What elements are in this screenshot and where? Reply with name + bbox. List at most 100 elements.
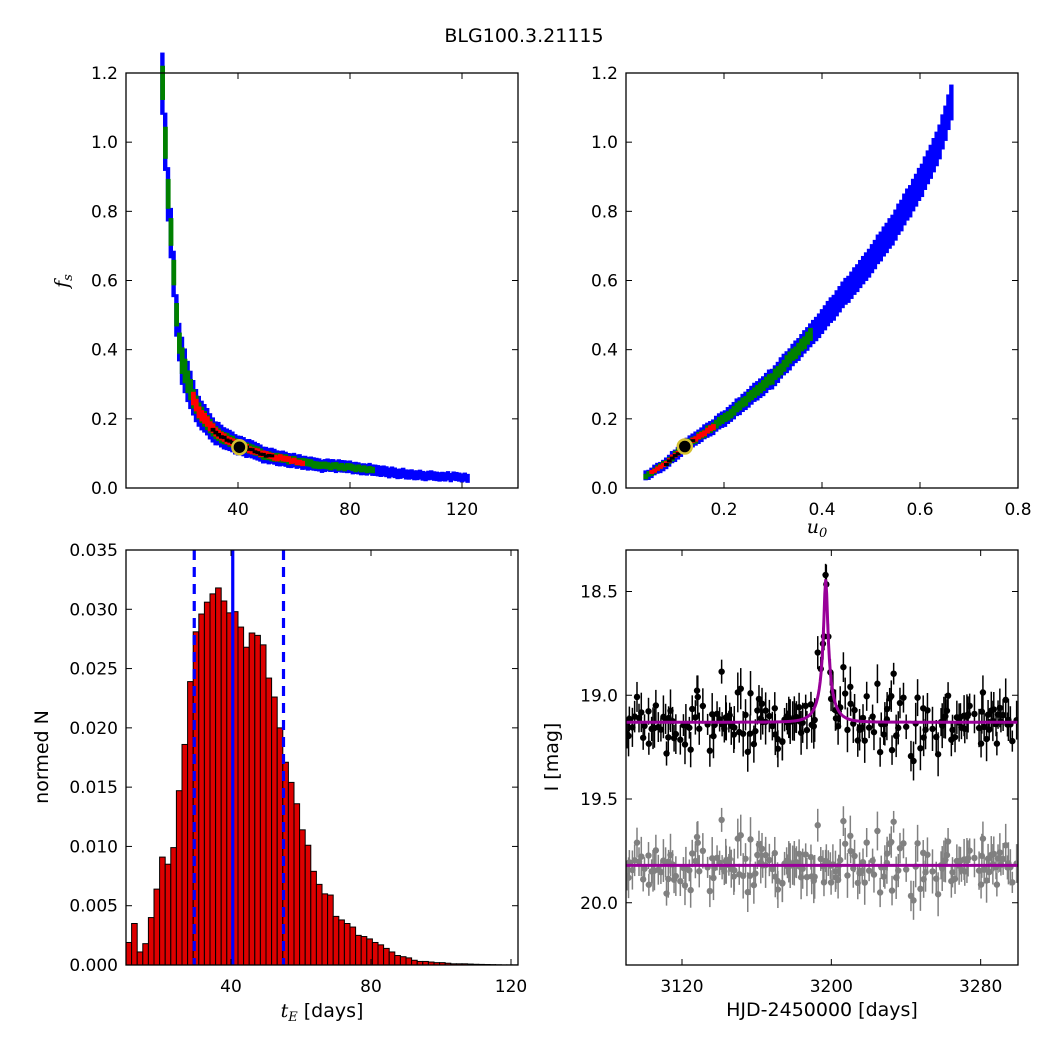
data-point (686, 724, 693, 731)
histogram-bar (237, 626, 245, 966)
density-cell-outer (813, 316, 819, 342)
density-cell-middle (303, 458, 308, 467)
histogram-bar (343, 923, 351, 966)
density-cell-outer (905, 188, 910, 221)
panel-light-curve-frame (625, 549, 1019, 966)
residual-point (665, 875, 672, 883)
density-cell-inner (711, 424, 716, 431)
residual-point (677, 877, 684, 885)
density-cell-outer (810, 319, 816, 345)
density-cell-outer (869, 244, 875, 274)
residual-point (924, 851, 931, 858)
density-cell-outer (916, 167, 922, 201)
histogram-bar (220, 600, 228, 966)
residual-point (737, 832, 744, 839)
density-cell-middle (353, 465, 359, 473)
density-cell-middle (781, 359, 787, 372)
panel-tE-histogram: 40 80 120 0.000 0.005 0.010 0.015 0.020 0.025 0.0… (31, 541, 527, 1025)
data-point (747, 690, 754, 697)
data-point (737, 685, 744, 692)
residual-point (847, 832, 854, 840)
density-cell-core (247, 447, 252, 451)
data-point (687, 746, 694, 753)
density-cell-middle (755, 385, 760, 396)
residual-point (633, 839, 641, 846)
data-point (742, 711, 749, 719)
density-cell-inner (207, 421, 213, 432)
data-point (874, 680, 881, 687)
density-cell-core (219, 435, 224, 439)
histogram-bar (136, 951, 144, 966)
density-cell-middle (177, 332, 182, 354)
residual-point (851, 852, 858, 860)
density-cell-outer (381, 465, 386, 477)
data-point (966, 702, 973, 710)
y-tick-label: 0.8 (91, 202, 118, 222)
residual-point (883, 850, 891, 857)
data-point (1002, 696, 1009, 704)
density-cell-middle (746, 391, 752, 403)
residual-point (977, 881, 985, 888)
y-tick-label: 0.0 (591, 479, 618, 499)
residual-point (739, 872, 747, 880)
residual-point (837, 856, 844, 864)
density-cell-core (227, 439, 233, 443)
density-cell-middle (188, 379, 193, 401)
density-cell-outer (384, 466, 389, 478)
residual-point (762, 851, 769, 859)
histogram-bar (310, 870, 317, 966)
y-tick-label: 0.4 (591, 341, 618, 361)
density-cell-middle (713, 419, 719, 429)
panel-fs-vs-u0-data (643, 84, 954, 481)
residual-point (840, 817, 847, 825)
density-cell-middle (716, 416, 722, 426)
residual-point (841, 840, 849, 847)
density-cell-core (269, 454, 275, 458)
x-tick-label: 0.8 (1004, 500, 1031, 520)
residual-point (979, 835, 987, 842)
density-cell-middle (731, 406, 737, 416)
residual-point (686, 867, 693, 874)
density-cell-outer (389, 466, 395, 478)
density-cell-outer (878, 231, 883, 262)
histogram-bar (209, 593, 217, 966)
density-cell-inner (202, 412, 207, 424)
density-cell-core (663, 462, 669, 466)
data-point (949, 726, 956, 734)
residual-point (626, 874, 632, 881)
data-point (840, 663, 847, 671)
residual-point (996, 849, 1004, 856)
data-point (713, 710, 721, 718)
density-cell-middle (356, 464, 361, 472)
y-tick-label: 20.0 (580, 894, 618, 914)
density-cell-inner (702, 430, 707, 437)
data-point (996, 704, 1004, 712)
residual-point (742, 855, 749, 862)
data-point (914, 694, 921, 701)
data-point (771, 705, 778, 712)
density-cell-outer (863, 252, 869, 281)
residual-point (744, 888, 751, 896)
data-point (769, 722, 776, 730)
data-point (746, 730, 754, 737)
density-cell-core (675, 452, 681, 456)
data-point (692, 714, 699, 721)
data-point (699, 702, 707, 710)
density-cell-outer (940, 114, 945, 150)
density-cell-outer (934, 131, 939, 167)
density-cell-outer (919, 163, 925, 198)
histogram-bar (181, 743, 189, 966)
histogram-bar (259, 644, 267, 966)
residual-point (971, 854, 978, 862)
y-tick-label: 18.5 (580, 583, 618, 603)
density-cell-middle (805, 331, 810, 345)
density-cell-outer (387, 467, 392, 479)
residual-point (999, 855, 1007, 863)
density-cell-outer (925, 150, 931, 185)
density-cell-outer (843, 277, 848, 305)
data-point (980, 723, 988, 731)
residual-point (943, 851, 951, 859)
residual-point (803, 873, 811, 881)
residual-point (966, 847, 973, 854)
data-point (944, 692, 952, 699)
